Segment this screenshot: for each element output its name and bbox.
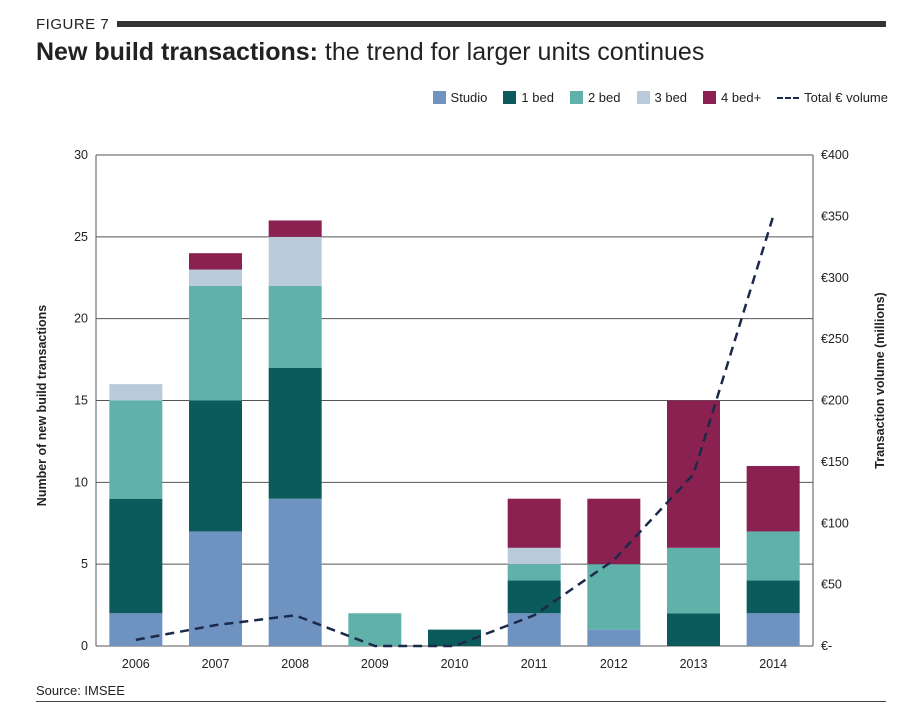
y2-tick-label-7: €350	[821, 209, 849, 223]
bar-2008-2-bed	[268, 285, 322, 368]
total-volume-line	[135, 216, 775, 648]
x-tick-label-2014: 2014	[759, 657, 787, 671]
legend-item-studio: Studio	[432, 90, 488, 105]
y-tick-label-0: 0	[81, 639, 88, 653]
y-tick-label-10: 10	[74, 475, 88, 489]
x-tick-label-2013: 2013	[680, 657, 708, 671]
y2-axis-title: Transaction volume (millions)	[873, 292, 887, 468]
bar-2010-1-bed	[428, 629, 481, 646]
chart-legend: Studio 1 bed 2 bed 3 bed 4 bed+ Total € volum…	[417, 90, 888, 105]
bar-2011-studio	[507, 613, 561, 646]
bar-2007-4-bed-	[189, 253, 242, 270]
bar-2014-4-bed-	[746, 465, 800, 532]
x-tick-label-2006: 2006	[122, 657, 150, 671]
bar-2006-3-bed	[109, 384, 163, 401]
legend-dash	[777, 96, 800, 99]
bar-2011-3-bed	[507, 547, 561, 565]
legend-swatch	[703, 91, 717, 104]
legend-item-2-bed: 2 bed	[569, 90, 621, 105]
bar-2014-studio	[746, 613, 800, 646]
y2-tick-label-8: €400	[821, 148, 849, 162]
chart-title: New build transactions: the trend for la…	[36, 38, 704, 67]
bar-2007-1-bed	[189, 400, 242, 532]
y2-tick-label-3: €150	[821, 455, 849, 469]
legend-label: 3 bed	[654, 90, 688, 105]
bar-2008-studio	[268, 498, 322, 646]
source-note: Source: IMSEE	[36, 683, 125, 698]
y-tick-label-25: 25	[74, 230, 88, 244]
bar-2006-2-bed	[109, 400, 163, 499]
legend-swatch	[636, 91, 650, 104]
bar-2013-2-bed	[667, 547, 720, 614]
x-tick-label-2007: 2007	[202, 657, 230, 671]
bar-2011-1-bed	[507, 580, 561, 614]
bar-2014-1-bed	[746, 580, 800, 614]
bar-2012-4-bed-	[587, 498, 641, 565]
legend-swatch	[569, 91, 583, 104]
bar-2008-3-bed	[268, 236, 322, 286]
y-tick-label-30: 30	[74, 148, 88, 162]
legend-item-4-bed-: 4 bed+	[703, 90, 761, 105]
y2-tick-label-4: €200	[821, 394, 849, 408]
bar-2011-4-bed-	[507, 498, 561, 548]
y-tick-label-20: 20	[74, 312, 88, 326]
bar-2006-studio	[109, 613, 163, 646]
bar-2011-2-bed	[507, 564, 561, 581]
x-tick-label-2009: 2009	[361, 657, 389, 671]
bar-2009-2-bed	[348, 613, 402, 646]
bar-2012-2-bed	[587, 564, 641, 630]
legend-item-1-bed: 1 bed	[503, 90, 554, 105]
figure-header: FIGURE 7	[36, 14, 886, 34]
legend-label: Studio	[450, 90, 488, 105]
bar-2008-4-bed-	[268, 220, 322, 237]
y2-tick-label-6: €300	[821, 271, 849, 285]
bar-2008-1-bed	[268, 367, 322, 499]
y2-tick-label-1: €50	[821, 578, 842, 592]
bar-2013-4-bed-	[667, 400, 720, 548]
bar-2014-2-bed	[746, 531, 800, 581]
legend-label: 2 bed	[587, 90, 621, 105]
bar-2012-studio	[587, 629, 641, 646]
x-tick-label-2008: 2008	[281, 657, 309, 671]
figure-label: FIGURE 7	[36, 15, 110, 33]
bar-2007-2-bed	[189, 285, 242, 401]
figure-rule	[117, 21, 886, 27]
bar-2007-studio	[189, 531, 242, 646]
y-tick-label-15: 15	[74, 394, 88, 408]
bar-2013-1-bed	[667, 613, 720, 646]
chart-title-bold: New build transactions:	[36, 38, 318, 66]
bar-2007-3-bed	[189, 269, 242, 286]
x-tick-label-2012: 2012	[600, 657, 628, 671]
chart-title-rest: the trend for larger units continues	[317, 38, 705, 66]
y-tick-label-5: 5	[81, 557, 88, 571]
legend-label: Total € volume	[804, 90, 888, 105]
bottom-rule	[36, 701, 886, 702]
x-tick-label-2011: 2011	[521, 657, 548, 671]
y2-tick-label-0: €-	[821, 639, 832, 653]
y2-tick-label-2: €100	[821, 516, 849, 530]
x-tick-label-2010: 2010	[441, 657, 469, 671]
bar-2006-1-bed	[109, 498, 163, 614]
legend-item-3-bed: 3 bed	[636, 90, 688, 105]
legend-label: 1 bed	[521, 90, 554, 105]
y-axis-title: Number of new build transactions	[35, 305, 49, 506]
legend-swatch	[432, 91, 446, 104]
legend-label: 4 bed+	[721, 90, 762, 105]
legend-item-total-volume: Total € volume	[777, 90, 888, 105]
y2-tick-label-5: €250	[821, 332, 849, 346]
legend-swatch	[503, 91, 517, 104]
